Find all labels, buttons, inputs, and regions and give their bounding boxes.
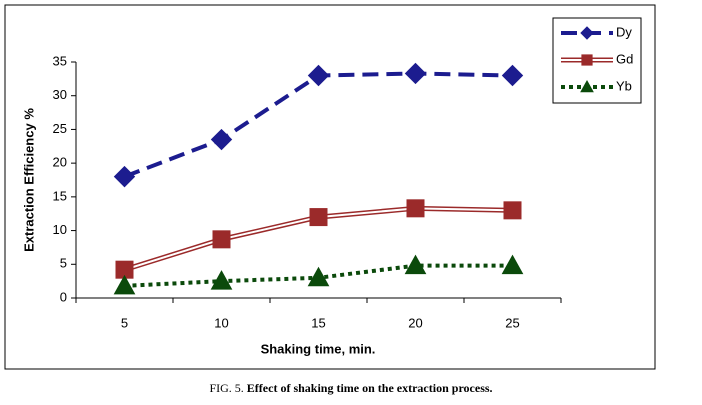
caption: FIG. 5. Effect of shaking time on the ex…: [209, 381, 492, 395]
x-axis-label: Shaking time, min.: [261, 341, 376, 356]
y-tick-label: 35: [53, 53, 67, 68]
marker: [307, 266, 330, 287]
marker: [404, 254, 427, 275]
marker: [501, 64, 524, 87]
marker: [210, 270, 233, 290]
marker: [309, 208, 328, 227]
x-tick-label: 15: [311, 315, 325, 330]
marker: [406, 199, 425, 218]
x-tick-label: 10: [214, 315, 228, 330]
y-tick-label: 15: [53, 188, 67, 203]
y-tick-label: 0: [60, 289, 67, 304]
y-tick-label: 25: [53, 121, 67, 136]
caption-label: FIG. 5.: [209, 381, 243, 395]
marker: [113, 274, 136, 295]
marker: [212, 230, 231, 249]
marker: [501, 254, 524, 275]
y-tick-label: 5: [60, 256, 67, 271]
marker: [503, 201, 522, 220]
marker: [307, 64, 330, 87]
series-line: [123, 71, 513, 179]
x-tick-label: 25: [505, 315, 519, 330]
legend-label: Dy: [616, 24, 632, 39]
legend-label: Gd: [616, 51, 633, 66]
x-tick-label: 5: [121, 315, 128, 330]
y-tick-label: 30: [53, 87, 67, 102]
marker: [581, 54, 593, 66]
y-tick-label: 10: [53, 222, 67, 237]
marker: [113, 165, 136, 188]
caption-text: Effect of shaking time on the extraction…: [247, 381, 493, 395]
marker: [580, 26, 594, 40]
chart-frame: [4, 4, 656, 370]
marker: [580, 79, 594, 93]
marker: [404, 62, 427, 85]
x-tick-label: 20: [408, 315, 422, 330]
marker: [210, 128, 233, 151]
y-tick-label: 20: [53, 155, 67, 170]
y-axis-label: Extraction Efficiency %: [21, 108, 36, 252]
legend-label: Yb: [616, 78, 632, 93]
